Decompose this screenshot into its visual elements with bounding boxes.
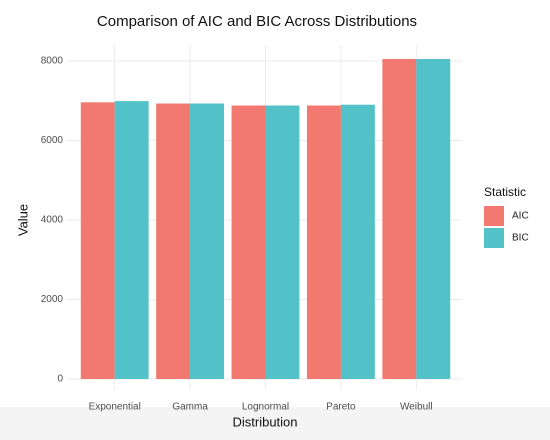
bar bbox=[382, 58, 417, 379]
x-tick-label: Pareto bbox=[326, 402, 356, 413]
x-tick-label: Exponential bbox=[89, 402, 141, 413]
bar bbox=[416, 58, 451, 379]
y-tick-label: 2000 bbox=[41, 294, 64, 305]
bar bbox=[340, 104, 375, 379]
y-tick-label: 4000 bbox=[41, 215, 64, 226]
bar bbox=[114, 101, 149, 379]
bar bbox=[306, 105, 341, 379]
bar bbox=[80, 102, 115, 379]
y-tick-label: 8000 bbox=[41, 56, 64, 67]
bottom-strip bbox=[0, 407, 550, 440]
legend-swatch bbox=[484, 206, 504, 226]
x-tick-label: Weibull bbox=[400, 402, 433, 413]
bar bbox=[265, 105, 300, 379]
y-tick-label: 0 bbox=[57, 374, 63, 385]
x-tick-label: Lognormal bbox=[242, 402, 289, 413]
x-axis-title: Distribution bbox=[232, 414, 297, 429]
legend-label: AIC bbox=[512, 211, 529, 222]
bar bbox=[156, 103, 191, 379]
legend-label: BIC bbox=[512, 233, 529, 244]
legend-title: Statistic bbox=[484, 185, 526, 199]
bar bbox=[231, 105, 266, 379]
y-axis-title: Value bbox=[15, 204, 30, 236]
x-tick-label: Gamma bbox=[172, 402, 208, 413]
y-tick-label: 6000 bbox=[41, 135, 64, 146]
bar bbox=[190, 103, 225, 379]
chart-title: Comparison of AIC and BIC Across Distrib… bbox=[97, 13, 417, 30]
legend-swatch bbox=[484, 228, 504, 248]
